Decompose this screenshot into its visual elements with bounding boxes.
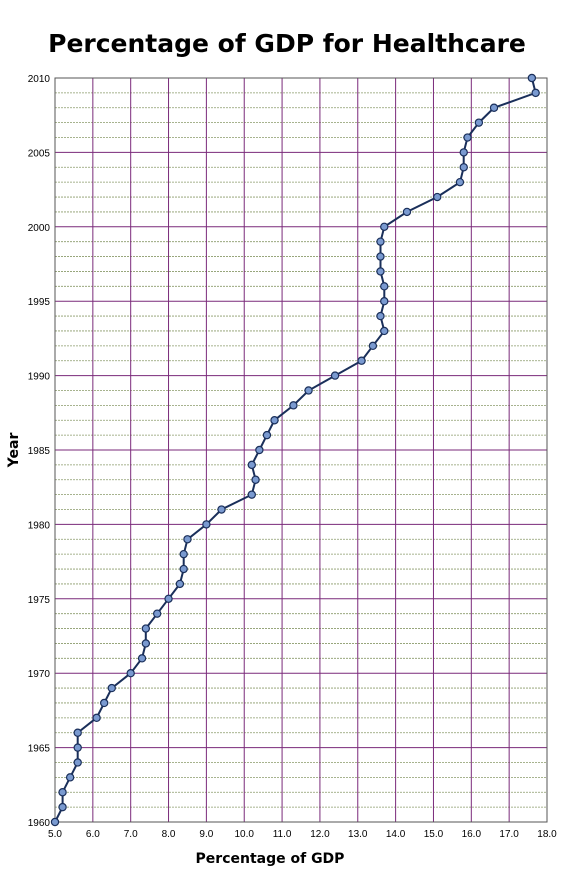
- data-point: [376, 311, 385, 321]
- data-point: [99, 698, 109, 708]
- data-point: [58, 802, 67, 812]
- data-point: [107, 683, 116, 693]
- y-tick-label: 2005: [28, 148, 51, 159]
- data-point: [247, 490, 256, 499]
- data-point: [247, 460, 256, 470]
- x-tick-label: 13.0: [348, 829, 368, 840]
- y-tick-label: 1960: [28, 818, 51, 829]
- plot-border: [54, 77, 548, 823]
- data-point: [474, 118, 484, 127]
- x-tick-label: 5.0: [48, 829, 62, 840]
- data-point: [175, 579, 185, 589]
- data-point: [141, 639, 151, 648]
- data-point: [126, 669, 135, 678]
- data-point: [368, 341, 378, 351]
- data-point: [459, 148, 468, 157]
- x-tick-label: 8.0: [162, 829, 176, 840]
- data-point: [380, 297, 389, 306]
- x-tick-label: 18.0: [537, 829, 557, 840]
- data-point: [152, 609, 162, 618]
- x-tick-label: 12.0: [310, 829, 330, 840]
- y-tick-label: 2000: [28, 223, 51, 234]
- y-tick-label: 1985: [28, 446, 51, 457]
- data-point: [433, 192, 442, 202]
- y-tick-label: 1975: [28, 595, 51, 606]
- grid: [54, 77, 548, 823]
- y-tick-label: 1995: [28, 297, 51, 308]
- x-tick-label: 17.0: [499, 829, 519, 840]
- x-tick-label: 16.0: [462, 829, 482, 840]
- x-tick-label: 15.0: [424, 829, 444, 840]
- y-tick-label: 1965: [28, 744, 51, 755]
- data-point: [357, 356, 366, 365]
- data-point: [402, 207, 412, 217]
- data-point: [73, 728, 82, 737]
- data-point: [217, 505, 226, 514]
- data-point: [92, 713, 101, 723]
- x-axis-title: Percentage of GDP: [196, 851, 345, 867]
- data-point: [137, 654, 147, 663]
- data-point: [531, 88, 540, 98]
- x-tick-label: 6.0: [86, 829, 100, 840]
- data-point: [164, 594, 173, 604]
- data-point: [380, 282, 389, 291]
- data-point: [202, 520, 211, 529]
- data-point: [50, 817, 60, 827]
- data-point: [262, 430, 272, 440]
- data-point: [58, 788, 67, 797]
- data-point: [183, 535, 192, 544]
- data-point: [270, 416, 279, 425]
- data-point: [179, 564, 188, 574]
- data-point: [255, 445, 264, 455]
- x-axis-ticks: 5.0 6.0 7.0 8.0 9.0 10.0 11.0 12.0 13.0 14.0 15.0 1…: [48, 829, 557, 840]
- data-point: [376, 267, 385, 276]
- data-point: [141, 624, 151, 633]
- data-point: [459, 163, 468, 172]
- data-point: [251, 475, 260, 484]
- data-point: [289, 401, 298, 410]
- data-markers: [50, 73, 540, 827]
- y-axis-ticks: 1960 1965 1970 1975 1980 1985 1990 1995 2000 2005…: [28, 74, 51, 829]
- data-point: [455, 177, 465, 187]
- x-tick-label: 11.0: [273, 829, 292, 840]
- data-point: [376, 252, 385, 261]
- y-tick-label: 2010: [28, 74, 51, 85]
- x-tick-label: 10.0: [234, 829, 254, 840]
- data-point: [380, 326, 389, 336]
- y-tick-label: 1970: [28, 669, 51, 680]
- data-point: [304, 386, 313, 395]
- chart-title: Percentage of GDP for Healthcare: [48, 29, 526, 58]
- y-tick-label: 1990: [28, 372, 51, 383]
- x-tick-label: 9.0: [199, 829, 213, 840]
- data-point: [463, 133, 472, 142]
- data-point: [380, 222, 389, 231]
- data-point: [376, 237, 385, 246]
- data-point: [73, 758, 82, 767]
- data-point: [65, 773, 75, 782]
- data-point: [179, 549, 188, 559]
- x-tick-label: 14.0: [386, 829, 406, 840]
- y-axis-title: Year: [6, 433, 22, 469]
- data-point: [489, 103, 499, 112]
- data-point: [330, 371, 340, 380]
- data-point: [527, 73, 537, 83]
- x-tick-label: 7.0: [124, 829, 138, 840]
- data-point: [73, 743, 82, 752]
- y-tick-label: 1980: [28, 520, 51, 531]
